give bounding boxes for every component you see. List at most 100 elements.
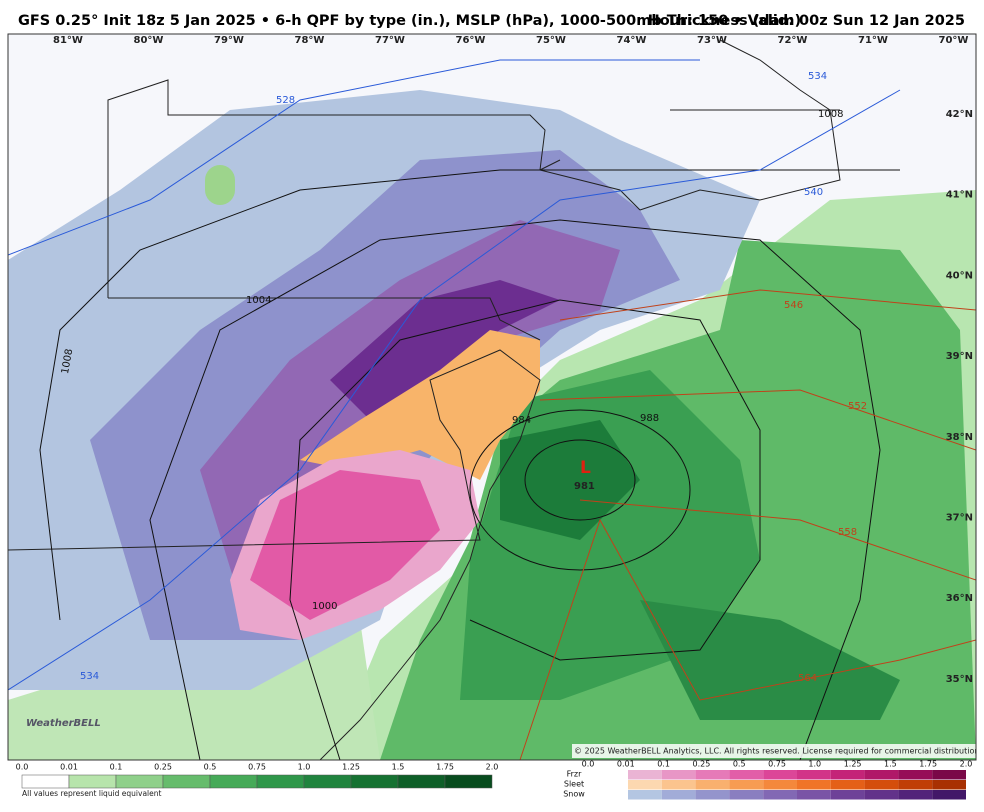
type-color-bin [830,780,865,790]
map-area: 528 534 540 546 552 558 564 534 1004 100… [8,34,982,760]
type-color-bin [661,790,696,800]
rain-tick-label: 0.0 [16,763,29,772]
type-color-bin [695,780,730,790]
lat-label: 38°N [946,432,973,443]
type-color-bin [695,770,730,780]
type-color-bin [864,790,899,800]
lon-label: 79°W [214,35,244,46]
lon-label: 78°W [295,35,325,46]
low-symbol: L [580,458,591,478]
type-color-bin [932,790,966,800]
type-tick-label: 1.5 [884,760,897,769]
rain-color-bin [209,774,258,789]
type-label: Frzr [567,770,583,779]
rain-tick-label: 2.0 [486,763,499,772]
type-color-bin [898,770,933,780]
lat-label: 40°N [946,270,973,281]
lat-label: 37°N [946,513,973,524]
rain-tick-label: 1.5 [392,763,405,772]
rain-color-bin [21,774,70,789]
lon-label: 70°W [939,35,969,46]
thickness-label: 558 [838,527,857,538]
type-color-bin [797,790,831,800]
thickness-label: 534 [80,671,99,682]
lat-label: 36°N [946,593,973,604]
thickness-label: 540 [804,187,823,198]
rain-tick-label: 0.5 [204,763,217,772]
type-tick-label: 1.0 [808,760,821,769]
lon-label: 75°W [536,35,566,46]
type-color-bin [898,780,933,790]
type-color-bin [729,770,764,780]
lat-label: 41°N [946,190,973,201]
pressure-label: 1008 [60,348,75,375]
type-color-bin [628,770,662,780]
type-color-bin [932,780,966,790]
rain-color-bin [162,774,211,789]
type-color-bin [797,770,831,780]
rain-tick-label: 1.25 [342,763,360,772]
type-color-bin [729,790,764,800]
rain-tick-label: 0.01 [60,763,78,772]
pressure-label: 1000 [312,601,337,612]
lon-label: 77°W [375,35,405,46]
map-title: GFS 0.25° Init 18z 5 Jan 2025 • 6-h QPF … [18,13,801,29]
type-color-bin [797,780,831,790]
copyright: © 2025 WeatherBELL Analytics, LLC. All r… [574,747,982,756]
type-label: Sleet [564,780,584,789]
rain-color-bin [115,774,164,789]
lat-label: 35°N [946,674,973,685]
type-color-bin [864,780,899,790]
rain-color-bin [303,774,352,789]
type-color-bin [830,770,865,780]
rain-tick-label: 1.75 [436,763,454,772]
lon-label: 76°W [456,35,486,46]
type-tick-label: 1.75 [919,760,937,769]
type-color-bin [661,770,696,780]
lat-label: 42°N [946,109,973,120]
logo: WeatherBELL [26,718,101,729]
type-label: Snow [563,790,585,799]
rain-color-bin [256,774,305,789]
type-color-bin [729,780,764,790]
type-color-bin [628,780,662,790]
type-tick-label: 2.0 [960,760,973,769]
rain-tick-label: 0.75 [248,763,266,772]
rain-tick-label: 0.1 [110,763,123,772]
type-tick-label: 0.1 [657,760,670,769]
type-color-bin [864,770,899,780]
valid-time: Hour: 150 • Valid: 00z Sun 12 Jan 2025 [648,13,965,29]
pressure-label: 984 [512,415,531,426]
lon-label: 71°W [858,35,888,46]
thickness-label: 564 [798,673,817,684]
type-tick-label: 0.25 [692,760,710,769]
type-tick-label: 0.01 [617,760,635,769]
rain-color-bin [350,774,399,789]
type-tick-label: 0.75 [768,760,786,769]
pressure-label: 1004 [246,295,271,306]
low-pressure: 981 [574,481,595,492]
rain-color-bin [397,774,446,789]
type-color-bin [830,790,865,800]
type-color-bin [932,770,966,780]
lon-label: 72°W [778,35,808,46]
pressure-label: 988 [640,413,659,424]
rain-color-bin [444,774,493,789]
lon-label: 81°W [53,35,83,46]
rain-tick-label: 1.0 [298,763,311,772]
type-color-bin [763,780,797,790]
type-color-bin [763,790,797,800]
type-color-bin [661,780,696,790]
type-tick-label: 0.5 [733,760,746,769]
thickness-label: 528 [276,95,295,106]
lon-label: 74°W [617,35,647,46]
lat-label: 39°N [946,351,973,362]
legend-note: All values represent liquid equivalent [22,789,161,798]
lon-label: 80°W [134,35,164,46]
lon-label: 73°W [697,35,727,46]
type-color-bin [898,790,933,800]
rain-color-bin [68,774,117,789]
map-frame [7,33,977,761]
rain-tick-label: 0.25 [154,763,172,772]
